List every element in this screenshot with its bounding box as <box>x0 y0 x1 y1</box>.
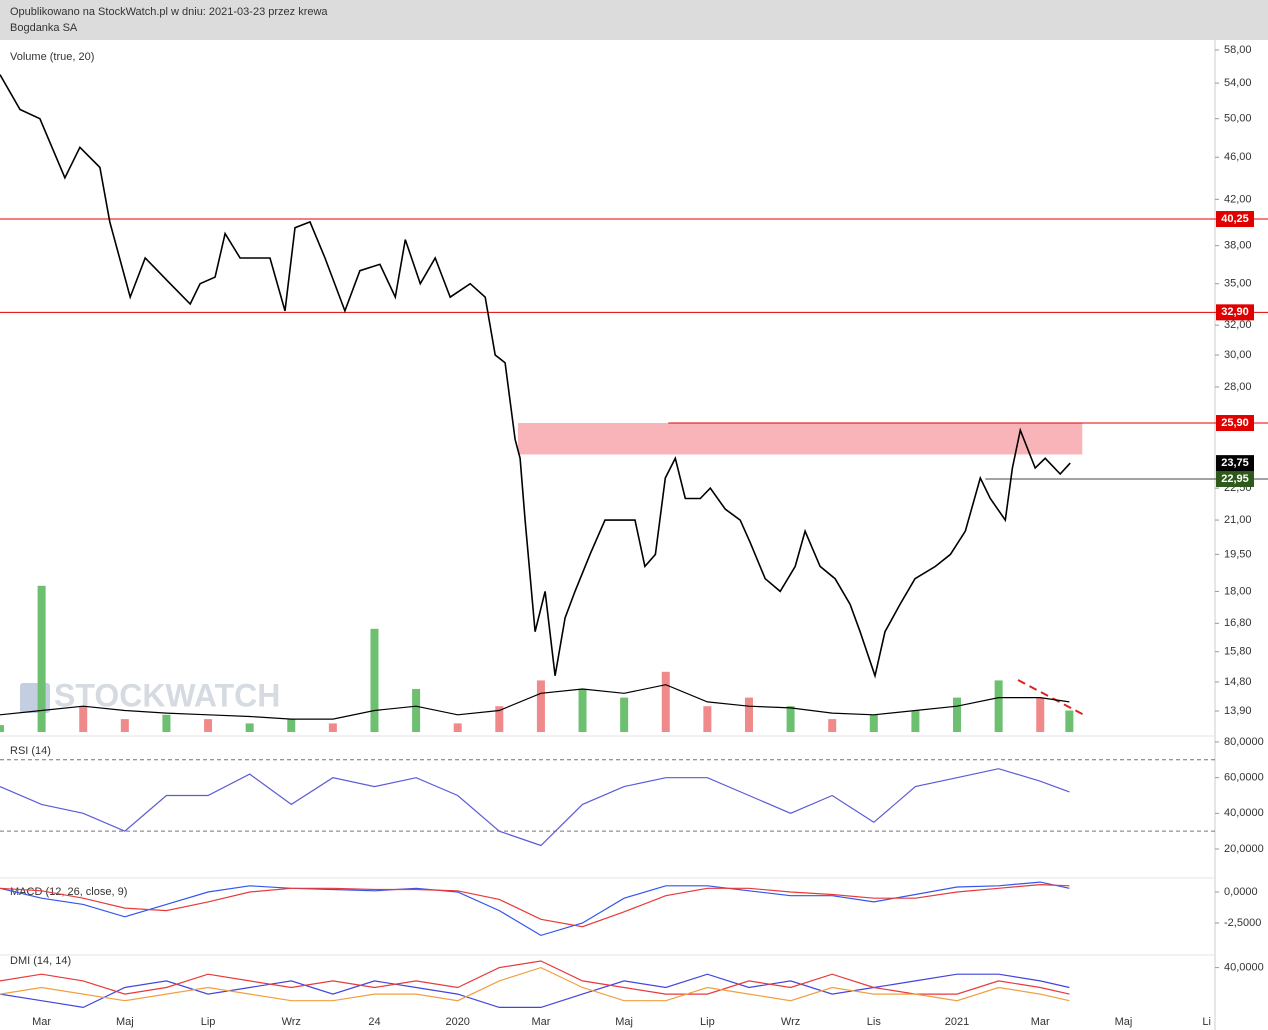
level-label: 25,90 <box>1221 417 1249 429</box>
y-tick-label: 15,80 <box>1224 646 1252 658</box>
volume-bar <box>453 723 462 732</box>
y-tick-label: 13,90 <box>1224 705 1252 717</box>
x-tick-label: Li <box>1202 1016 1211 1028</box>
y-tick-label: -2,5000 <box>1224 917 1261 929</box>
level-badge <box>1216 470 1254 487</box>
y-tick-label: 30,00 <box>1224 349 1252 361</box>
volume-bar <box>828 719 837 732</box>
volume-bar <box>412 689 421 732</box>
x-tick-label: Maj <box>615 1016 633 1028</box>
series-line <box>0 881 1070 937</box>
watermark: STOCKWATCH <box>20 677 280 713</box>
y-tick-label: 40,0000 <box>1224 807 1264 819</box>
volume-bar <box>287 719 296 732</box>
level-label: 23,75 <box>1221 457 1249 469</box>
y-tick-label: 35,00 <box>1224 278 1252 290</box>
y-tick-label: 46,00 <box>1224 151 1252 163</box>
volume-bar <box>1036 697 1045 732</box>
level-badge <box>1216 304 1254 321</box>
volume-bar <box>328 723 337 732</box>
panel-title: DMI (14, 14) <box>10 955 71 967</box>
volume-bar <box>786 706 795 732</box>
y-tick-label: 58,00 <box>1224 44 1252 56</box>
series-line <box>0 960 1070 995</box>
level-badge <box>1216 415 1254 432</box>
x-tick-label: Mar <box>531 1016 550 1028</box>
volume-bar <box>0 725 4 732</box>
volume-bar <box>744 697 753 732</box>
volume-bar <box>1065 710 1074 732</box>
x-tick-label: 24 <box>368 1016 380 1028</box>
y-tick-label: 38,00 <box>1224 240 1252 252</box>
volume-bar <box>245 723 254 732</box>
x-tick-label: Lip <box>201 1016 216 1028</box>
volume-bar <box>869 714 878 732</box>
plot: Mar Maj Lip Wrz 24 2020 Mar Maj Lip Wrz Lis 2021 Mar… <box>0 44 1268 1028</box>
x-tick-label: Lis <box>867 1016 882 1028</box>
y-tick-label: 40,0000 <box>1224 962 1264 974</box>
volume-bar <box>162 714 171 732</box>
y-tick-label: 50,00 <box>1224 113 1252 125</box>
level-label: 32,90 <box>1221 306 1249 318</box>
price-line <box>0 74 1071 679</box>
y-tick-label: 0,0000 <box>1224 886 1258 898</box>
level-badge <box>1216 455 1254 472</box>
y-tick-label: 14,80 <box>1224 676 1252 688</box>
volume-bar <box>37 585 46 732</box>
level-label: 22,95 <box>1221 473 1249 485</box>
y-tick-label: 60,0000 <box>1224 772 1264 784</box>
series-line <box>0 768 1070 847</box>
volume-bar <box>120 719 129 732</box>
volume-bar <box>620 697 629 732</box>
x-tick-label: Wrz <box>781 1016 800 1028</box>
volume-bar <box>911 710 920 732</box>
series-line <box>0 883 1070 928</box>
header-line: Opublikowano na StockWatch.pl w dniu: 20… <box>10 6 328 18</box>
panel-title: Volume (true, 20) <box>10 51 94 63</box>
y-tick-label: 42,00 <box>1224 193 1252 205</box>
x-tick-label: Wrz <box>282 1016 301 1028</box>
volume-bar <box>204 719 213 732</box>
volume-bar <box>703 706 712 732</box>
series-line <box>0 966 1070 1002</box>
y-tick-label: 54,00 <box>1224 77 1252 89</box>
x-tick-label: Mar <box>32 1016 51 1028</box>
y-tick-label: 80,0000 <box>1224 736 1264 748</box>
x-tick-label: Maj <box>1115 1016 1133 1028</box>
volume-bar <box>370 628 379 732</box>
x-tick-label: Lip <box>700 1016 715 1028</box>
series-line <box>0 684 1070 720</box>
x-tick-label: 2021 <box>945 1016 969 1028</box>
volume-bar <box>994 680 1003 732</box>
header-line: Bogdanka SA <box>10 22 78 34</box>
volume-bar <box>495 706 504 732</box>
y-tick-label: 28,00 <box>1224 381 1252 393</box>
y-tick-label: 16,80 <box>1224 617 1252 629</box>
x-tick-label: Mar <box>1031 1016 1050 1028</box>
volume-bar <box>536 680 545 732</box>
y-tick-label: 19,50 <box>1224 548 1252 560</box>
header-band <box>0 0 1268 40</box>
x-tick-label: 2020 <box>445 1016 469 1028</box>
x-tick-label: Maj <box>116 1016 134 1028</box>
volume-bar <box>79 706 88 732</box>
series-line <box>0 973 1070 1009</box>
panel-title: RSI (14) <box>10 745 51 757</box>
level-badge <box>1216 211 1254 228</box>
y-tick-label: 18,00 <box>1224 585 1252 597</box>
y-tick-label: 20,0000 <box>1224 843 1264 855</box>
panel-title: MACD (12, 26, close, 9) <box>10 886 127 898</box>
watermark-text: STOCKWATCH <box>54 677 280 713</box>
y-tick-label: 21,00 <box>1224 514 1252 526</box>
volume-bar <box>661 671 670 732</box>
zone <box>518 423 1083 455</box>
volume-bar <box>578 689 587 732</box>
y-tick-label: 32,00 <box>1224 319 1252 331</box>
level-label: 40,25 <box>1221 213 1249 225</box>
volume-bar <box>953 697 962 732</box>
